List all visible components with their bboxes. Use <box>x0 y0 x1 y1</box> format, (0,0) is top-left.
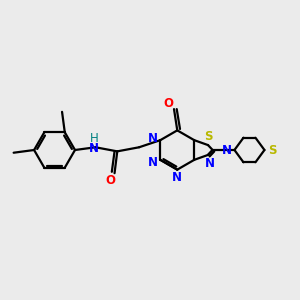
Text: S: S <box>268 143 276 157</box>
Text: N: N <box>89 142 99 155</box>
Text: N: N <box>148 156 158 169</box>
Text: S: S <box>204 130 212 143</box>
Text: H: H <box>90 132 98 145</box>
Text: O: O <box>106 174 116 187</box>
Text: N: N <box>204 157 214 169</box>
Text: O: O <box>164 97 173 110</box>
Text: N: N <box>222 143 232 157</box>
Text: N: N <box>172 171 182 184</box>
Text: N: N <box>148 132 158 145</box>
